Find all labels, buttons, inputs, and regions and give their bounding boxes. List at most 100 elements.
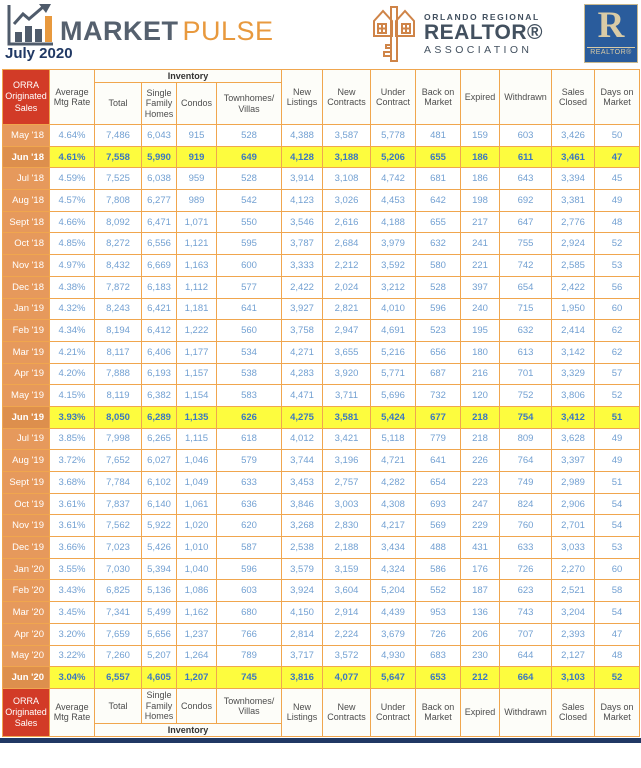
- data-cell: 6,140: [141, 492, 177, 516]
- data-cell: 2,757: [322, 471, 372, 494]
- data-cell: 3,581: [322, 405, 372, 429]
- data-cell: 5,922: [141, 514, 177, 538]
- month-cell: Nov '18: [2, 254, 50, 277]
- data-cell: 186: [460, 167, 501, 191]
- month-cell: Dec '19: [2, 536, 50, 559]
- data-cell: 4.15%: [49, 384, 95, 407]
- data-cell: 218: [460, 427, 501, 451]
- footer-column-header-single-family-homes: Single Family Homes: [141, 687, 177, 724]
- header-row: ORRA Originated Sales Average Mtg Rate Inv…: [2, 69, 641, 125]
- brand-title: MARKET PULSE: [60, 16, 274, 47]
- report-header: MARKET PULSE July 2020 ORLANDO REGIONAL R…: [0, 0, 641, 69]
- data-cell: 6,556: [141, 232, 177, 256]
- data-cell: 3.85%: [49, 427, 95, 451]
- data-cell: 1,112: [176, 275, 217, 299]
- data-cell: 3,426: [551, 124, 596, 147]
- data-cell: 223: [460, 471, 501, 494]
- column-header-townhomes-villas: Townhomes/ Villas: [215, 82, 283, 125]
- data-cell: 4.34%: [49, 319, 95, 342]
- data-cell: 959: [176, 167, 217, 191]
- column-header-withdrawn: Withdrawn: [499, 69, 553, 125]
- data-cell: 3,033: [551, 536, 596, 559]
- data-cell: 3,816: [281, 666, 324, 689]
- data-cell: 4.64%: [49, 124, 95, 147]
- month-cell: May '20: [2, 644, 50, 668]
- data-cell: 8,119: [94, 384, 142, 407]
- data-cell: 528: [215, 124, 283, 147]
- data-cell: 6,265: [141, 427, 177, 451]
- data-cell: 58: [594, 579, 641, 603]
- data-cell: 50: [594, 124, 641, 147]
- data-cell: 726: [415, 622, 462, 646]
- data-cell: 4,691: [370, 319, 417, 342]
- data-cell: 8,432: [94, 254, 142, 277]
- month-cell: Feb '19: [2, 319, 50, 342]
- table-row: Sept '18 4.66% 8,092 6,471 1,071 550 3,546 2,61…: [2, 210, 641, 234]
- month-cell: Oct '19: [2, 492, 50, 516]
- data-cell: 4.32%: [49, 297, 95, 321]
- data-cell: 3,461: [551, 145, 596, 169]
- month-cell: Jun '20: [2, 666, 50, 689]
- data-cell: 206: [460, 622, 501, 646]
- data-cell: 7,872: [94, 275, 142, 299]
- data-cell: 49: [594, 189, 641, 212]
- data-cell: 3,188: [322, 145, 372, 169]
- footer-column-header-condos: Condos: [176, 687, 217, 724]
- data-cell: 52: [594, 384, 641, 407]
- column-header-sales-closed: Sales Closed: [551, 69, 596, 125]
- data-cell: 4,217: [370, 514, 417, 538]
- data-cell: 53: [594, 254, 641, 277]
- data-cell: 62: [594, 319, 641, 342]
- table-row: Nov '19 3.61% 7,562 5,922 1,020 620 3,268 2,830…: [2, 514, 641, 538]
- data-cell: 2,585: [551, 254, 596, 277]
- orra-line-realtor: REALTOR®: [424, 20, 544, 44]
- data-cell: 217: [460, 210, 501, 234]
- data-cell: 3,333: [281, 254, 324, 277]
- data-cell: 3,572: [322, 644, 372, 668]
- data-cell: 915: [176, 124, 217, 147]
- month-cell: Aug '19: [2, 449, 50, 472]
- data-cell: 4,742: [370, 167, 417, 191]
- data-cell: 542: [215, 189, 283, 212]
- data-cell: 4.66%: [49, 210, 95, 234]
- orra-line-orlando-regional: ORLANDO REGIONAL: [424, 11, 540, 22]
- data-cell: 7,525: [94, 167, 142, 191]
- data-cell: 1,157: [176, 362, 217, 386]
- data-cell: 3.61%: [49, 492, 95, 516]
- data-cell: 2,914: [322, 601, 372, 624]
- data-cell: 3,758: [281, 319, 324, 342]
- orra-logo-text: ORLANDO REGIONAL REALTOR® ASSOCIATION: [424, 12, 543, 56]
- data-cell: 1,264: [176, 644, 217, 668]
- data-cell: 47: [594, 622, 641, 646]
- column-header-new-listings: New Listings: [281, 69, 324, 125]
- data-cell: 6,038: [141, 167, 177, 191]
- data-cell: 1,115: [176, 427, 217, 451]
- table-row: Jul '19 3.85% 7,998 6,265 1,115 618 4,012 3,421…: [2, 427, 641, 451]
- data-cell: 5,118: [370, 427, 417, 451]
- data-cell: 2,127: [551, 644, 596, 668]
- data-cell: 5,424: [370, 405, 417, 429]
- data-cell: 4,308: [370, 492, 417, 516]
- column-header-back-on-market: Back on Market: [415, 69, 462, 125]
- data-cell: 3.66%: [49, 536, 95, 559]
- data-cell: 6,102: [141, 471, 177, 494]
- data-cell: 7,652: [94, 449, 142, 472]
- month-cell: Apr '19: [2, 362, 50, 386]
- market-pulse-chart-icon: [6, 3, 56, 52]
- data-cell: 195: [460, 319, 501, 342]
- data-cell: 755: [499, 232, 553, 256]
- data-cell: 2,776: [551, 210, 596, 234]
- data-cell: 7,784: [94, 471, 142, 494]
- data-cell: 47: [594, 145, 641, 169]
- data-cell: 6,043: [141, 124, 177, 147]
- data-cell: 49: [594, 449, 641, 472]
- month-cell: Sept '19: [2, 471, 50, 494]
- table-row: Feb '20 3.43% 6,825 5,136 1,086 603 3,924 3,604…: [2, 579, 641, 603]
- data-cell: 5,207: [141, 644, 177, 668]
- data-cell: 655: [415, 210, 462, 234]
- data-cell: 180: [460, 340, 501, 364]
- data-cell: 1,222: [176, 319, 217, 342]
- data-cell: 789: [215, 644, 283, 668]
- data-cell: 586: [415, 557, 462, 581]
- data-cell: 1,020: [176, 514, 217, 538]
